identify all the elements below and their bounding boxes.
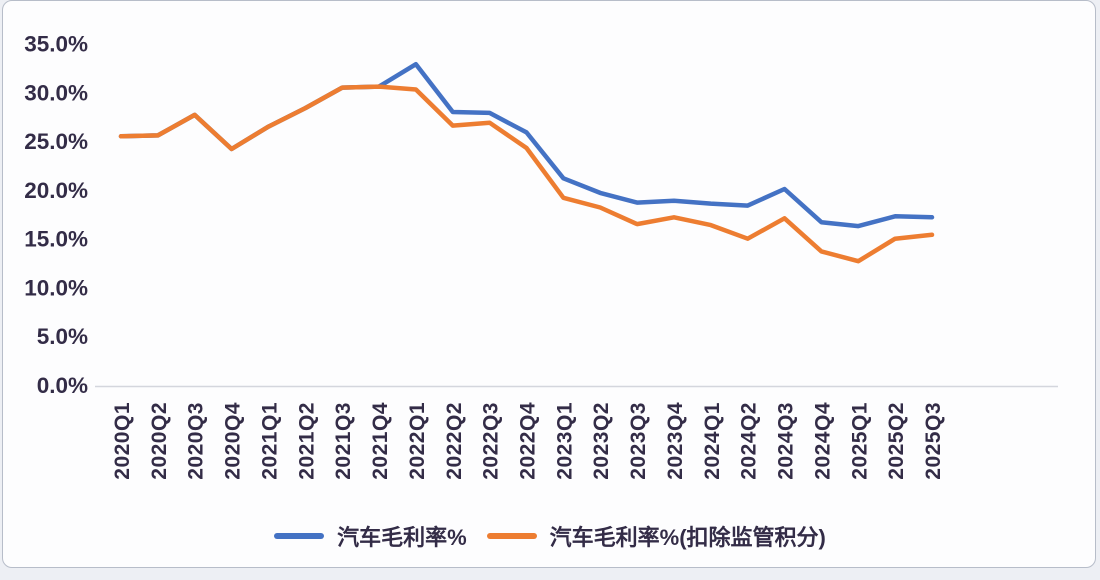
series-line-gross-margin [118, 61, 935, 229]
x-axis-tick-label: 2020Q3 [185, 402, 208, 480]
y-axis-tick-label: 10.0% [24, 275, 88, 300]
x-axis-tick-label: 2021Q4 [369, 402, 392, 480]
x-axis-tick-label: 2023Q3 [627, 402, 650, 480]
y-axis-tick-label: 15.0% [24, 227, 88, 252]
legend-label-gross-margin-ex-credits: 汽车毛利率%(扣除监管积分) [549, 525, 826, 550]
x-axis-tick-label: 2022Q1 [406, 402, 429, 480]
x-axis-tick-label: 2025Q2 [885, 402, 908, 480]
x-axis-tick-label: 2022Q4 [517, 402, 540, 480]
legend-line-swatch-blue [274, 533, 325, 539]
y-axis-tick-label: 25.0% [24, 129, 88, 154]
x-axis-tick-label: 2025Q1 [848, 402, 871, 480]
x-axis-tick-label: 2025Q3 [922, 402, 945, 480]
x-axis-tick-label: 2022Q3 [480, 402, 503, 480]
x-axis-tick-label: 2024Q2 [738, 402, 761, 480]
x-axis-tick-label: 2020Q4 [222, 402, 245, 480]
y-axis-tick-label: 5.0% [37, 324, 88, 349]
x-axis-tick-label: 2020Q1 [111, 402, 134, 480]
chart-card [2, 0, 1096, 568]
y-axis-tick-label: 0.0% [37, 373, 88, 398]
x-axis-tick-label: 2020Q2 [148, 402, 171, 480]
y-axis-tick-label: 30.0% [24, 80, 88, 105]
y-axis-tick-label: 20.0% [24, 178, 88, 203]
series-line-gross-margin-ex-credits [118, 84, 935, 264]
x-axis-tick-label: 2021Q1 [258, 402, 281, 480]
legend-line-swatch-orange [486, 533, 537, 539]
x-axis-tick-label: 2024Q4 [811, 402, 834, 480]
x-axis-tick-label: 2021Q3 [332, 402, 355, 480]
legend-item-gross-margin-ex-credits: 汽车毛利率%(扣除监管积分) [486, 520, 826, 552]
y-axis-tick-label: 35.0% [24, 32, 88, 57]
x-axis-tick-label: 2024Q1 [701, 402, 724, 480]
chart-legend: 汽车毛利率% 汽车毛利率%(扣除监管积分) [0, 518, 1100, 554]
legend-label-gross-margin: 汽车毛利率% [337, 525, 467, 550]
x-axis-tick-label: 2023Q2 [590, 402, 613, 480]
x-axis-tick-label: 2022Q2 [443, 402, 466, 480]
x-axis-tick-label: 2023Q1 [553, 402, 576, 480]
x-axis-tick-label: 2024Q3 [775, 402, 798, 480]
legend-item-gross-margin: 汽车毛利率% [274, 520, 467, 552]
x-axis-tick-label: 2023Q4 [664, 402, 687, 480]
x-axis-tick-label: 2021Q2 [295, 402, 318, 480]
